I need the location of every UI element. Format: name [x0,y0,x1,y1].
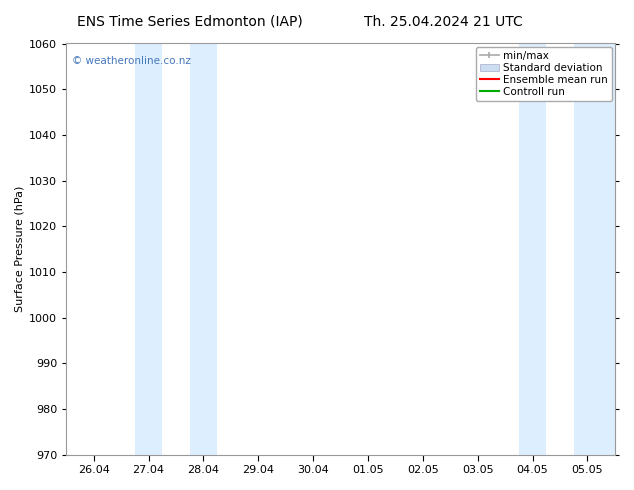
Bar [135,44,162,455]
Text: © weatheronline.co.nz: © weatheronline.co.nz [72,56,191,66]
Text: ENS Time Series Edmonton (IAP): ENS Time Series Edmonton (IAP) [77,15,303,29]
Bar [574,44,615,455]
Text: Th. 25.04.2024 21 UTC: Th. 25.04.2024 21 UTC [365,15,523,29]
Bar [190,44,217,455]
Y-axis label: Surface Pressure (hPa): Surface Pressure (hPa) [15,186,25,312]
Legend: min/max, Standard deviation, Ensemble mean run, Controll run: min/max, Standard deviation, Ensemble me… [476,47,612,101]
Bar [519,44,547,455]
